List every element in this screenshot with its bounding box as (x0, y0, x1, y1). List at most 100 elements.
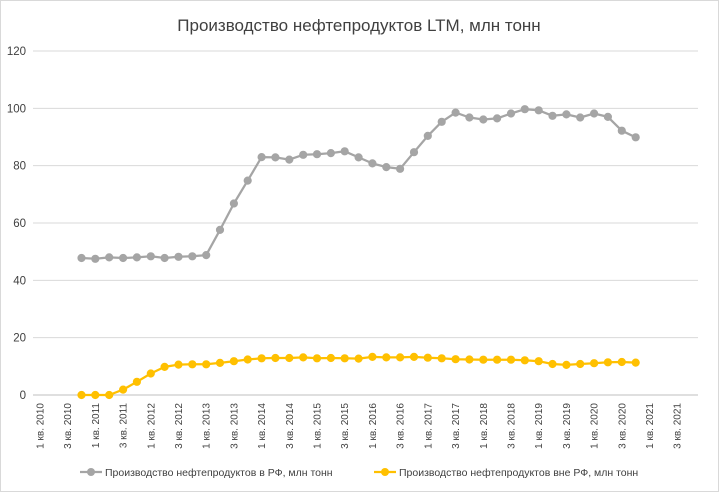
data-point (105, 390, 114, 400)
series-line (81, 108, 637, 260)
x-tick-label: 3 кв. 2017 (451, 403, 462, 449)
data-point (451, 355, 460, 364)
y-tick-label: 20 (13, 333, 26, 345)
data-point (257, 354, 266, 363)
x-tick-label: 1 кв. 2012 (146, 403, 157, 449)
data-point (590, 359, 599, 368)
data-point (229, 357, 238, 366)
data-point (326, 353, 335, 363)
x-tick-label: 1 кв. 2015 (313, 403, 324, 449)
data-point (243, 355, 252, 364)
data-point (243, 176, 252, 185)
legend: Производство нефтепродуктов в РФ, млн то… (80, 467, 638, 479)
data-point (617, 126, 626, 135)
data-point (562, 360, 571, 369)
x-tick-label: 1 кв. 2016 (368, 403, 379, 449)
y-tick-label: 80 (13, 161, 26, 173)
series-layer (77, 105, 640, 400)
data-point (451, 108, 460, 117)
x-tick-label: 1 кв. 2013 (202, 403, 213, 449)
data-point (340, 354, 349, 363)
data-point (299, 150, 308, 159)
x-tick-label: 1 кв. 2010 (35, 403, 46, 449)
data-point (409, 352, 419, 361)
y-tick-label: 40 (13, 275, 26, 287)
chart-title: Производство нефтепродуктов LTM, млн тон… (177, 16, 540, 35)
data-point (520, 356, 529, 365)
data-point (160, 362, 169, 371)
data-point (188, 360, 197, 369)
data-point (548, 111, 557, 120)
x-tick-label: 3 кв. 2015 (340, 403, 351, 449)
series-1 (77, 352, 640, 400)
data-point (160, 253, 169, 263)
x-tick-label: 3 кв. 2011 (119, 403, 130, 449)
data-point (91, 254, 100, 263)
x-tick-label: 1 кв. 2020 (590, 403, 601, 449)
x-tick-label: 1 кв. 2014 (257, 403, 268, 449)
data-point (465, 355, 474, 364)
data-point (382, 353, 391, 362)
x-tick-label: 1 кв. 2011 (91, 403, 102, 449)
y-axis: 0 20 40 60 80 100 120 (7, 46, 26, 402)
x-tick-label: 1 кв. 2017 (423, 403, 434, 449)
data-point (202, 251, 211, 260)
data-point (188, 252, 197, 261)
x-tick-label: 3 кв. 2012 (174, 403, 185, 449)
data-point (617, 357, 626, 367)
data-point (534, 357, 543, 366)
data-point (409, 148, 419, 157)
x-tick-label: 3 кв. 2014 (285, 403, 296, 449)
data-point (493, 355, 502, 364)
data-point (506, 109, 516, 118)
gridlines (33, 50, 698, 339)
data-point (215, 358, 225, 367)
x-tick-label: 3 кв. 2018 (506, 403, 517, 449)
x-tick-label: 1 кв. 2021 (645, 403, 656, 449)
data-point (105, 253, 114, 262)
data-point (91, 390, 100, 400)
data-point (132, 377, 141, 386)
data-point (146, 252, 155, 261)
data-point (119, 253, 128, 263)
data-point (631, 358, 640, 367)
data-point (271, 353, 280, 363)
data-point (493, 114, 502, 123)
legend-item-rf: Производство нефтепродуктов в РФ, млн то… (80, 467, 333, 479)
legend-swatch-marker (381, 468, 389, 476)
y-tick-label: 120 (7, 46, 26, 58)
data-point (437, 117, 446, 126)
legend-swatch-marker (87, 468, 95, 476)
data-point (631, 133, 640, 142)
x-tick-label: 3 кв. 2021 (673, 403, 684, 449)
data-point (132, 253, 141, 262)
data-point (354, 354, 363, 363)
data-point (257, 153, 266, 162)
data-point (271, 153, 280, 162)
data-point (119, 385, 128, 394)
series-0 (77, 105, 640, 263)
data-point (312, 354, 322, 363)
x-tick-label: 1 кв. 2019 (534, 403, 545, 449)
data-point (603, 358, 613, 367)
data-point (285, 155, 294, 164)
data-point (548, 359, 557, 369)
x-tick-label: 3 кв. 2010 (63, 403, 74, 449)
data-point (326, 149, 335, 158)
data-point (576, 359, 585, 369)
data-point (465, 113, 474, 122)
data-point (354, 153, 363, 162)
data-point (576, 113, 585, 122)
x-tick-label: 1 кв. 2018 (479, 403, 490, 449)
data-point (368, 352, 377, 361)
data-point (506, 355, 516, 364)
legend-label-rf: Производство нефтепродуктов в РФ, млн то… (105, 467, 333, 479)
data-point (340, 147, 349, 156)
x-tick-label: 3 кв. 2013 (229, 403, 240, 449)
data-point (229, 199, 238, 208)
y-tick-label: 60 (13, 218, 26, 230)
x-tick-label: 3 кв. 2016 (396, 403, 407, 449)
x-tick-label: 3 кв. 2019 (562, 403, 573, 449)
